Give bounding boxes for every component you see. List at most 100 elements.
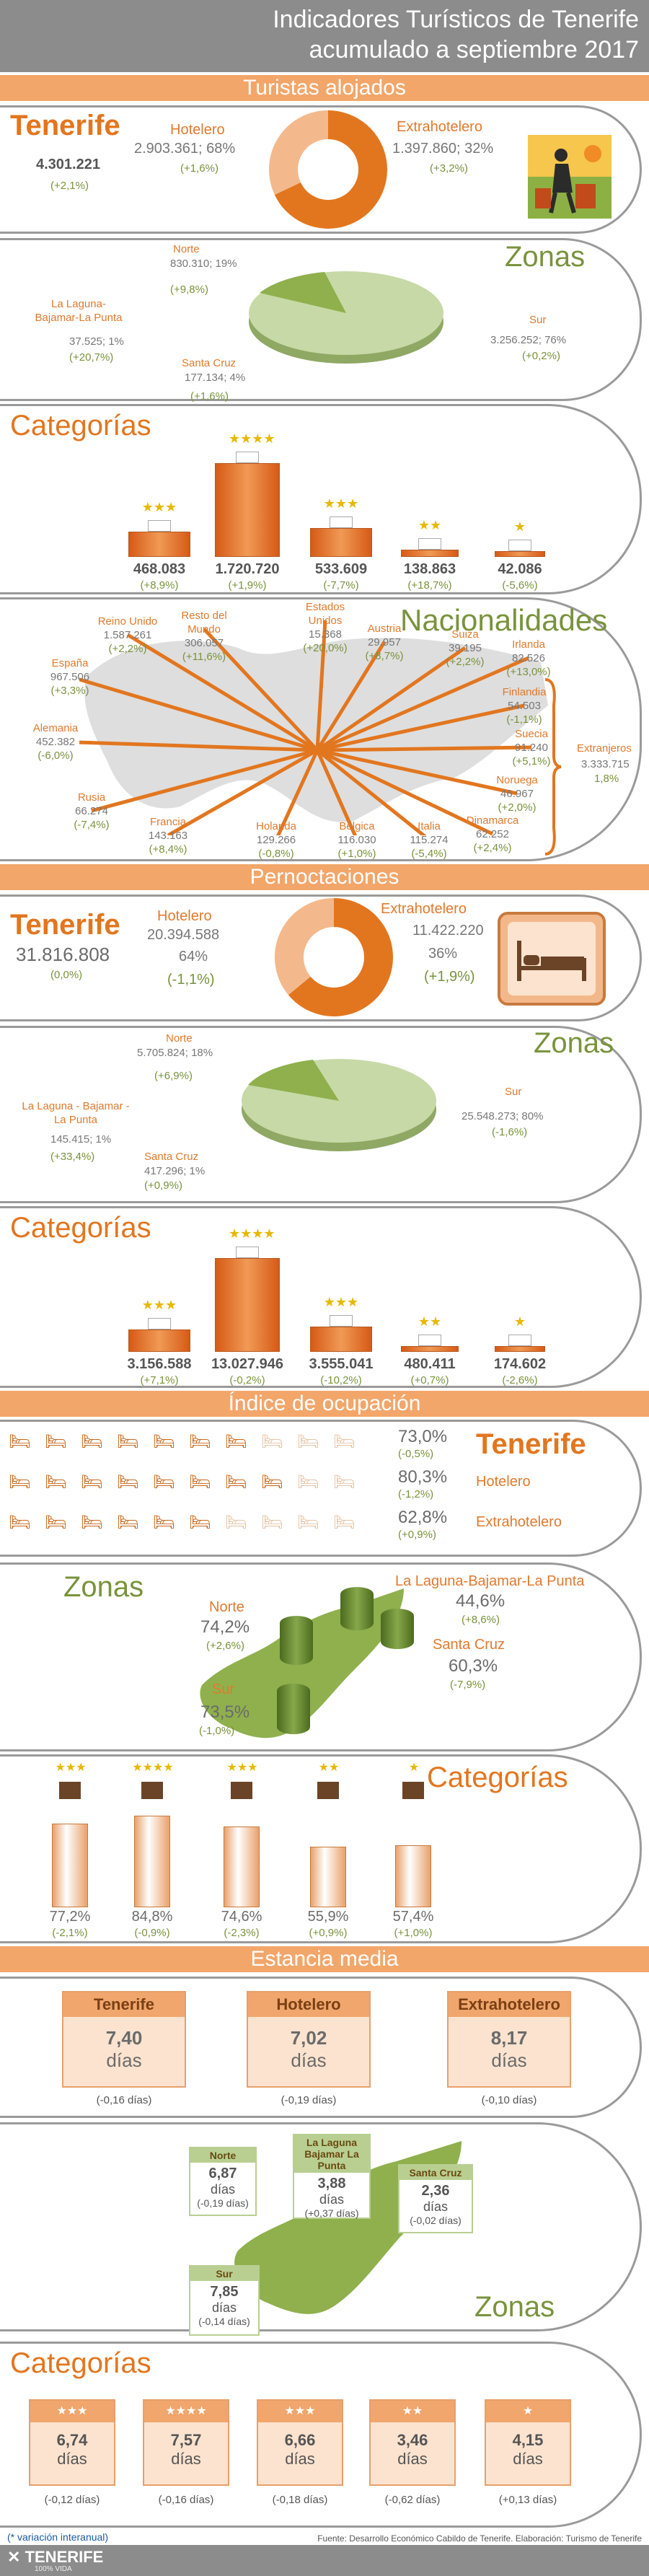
nacionalidad-name-5: Irlanda (512, 638, 545, 651)
sur-cylinder (277, 1684, 310, 1734)
pernoctaciones-categoria-stars-icon-0: ★★★ (141, 1297, 177, 1312)
nacionalidad-value-12: 129.266 (256, 834, 296, 846)
nacionalidad-name-13: Francia (149, 816, 187, 828)
pernoctaciones-categoria-bar-3 (401, 1346, 459, 1352)
ocupacion-santacruz-value: 60,3% (449, 1656, 498, 1676)
nacionalidad-name-3: Austria (367, 623, 402, 635)
nacionalidad-name-11: Bélgica (339, 820, 375, 832)
turistas-categoria-value-1: 1.720.720 (215, 561, 280, 577)
nacionalidad-var-4: (+2,2%) (446, 656, 485, 668)
estancia-categoria-value-2: 6,66 (284, 2431, 316, 2449)
nacionalidad-value-8: 46.967 (500, 788, 534, 800)
turistas-categoria-stars-icon-0: ★★★ (141, 499, 177, 514)
band-ocupacion: Índice de ocupación (0, 1391, 649, 1417)
ocupacion-norte-value: 74,2% (200, 1617, 250, 1637)
estancia-santacruz-tile: Santa Cruz 2,36 días (-0,02 días) (398, 2164, 473, 2233)
turistas-categoria-var-2: (-7,7%) (323, 579, 359, 592)
header-title-line2: acumulado a septiembre 2017 (309, 36, 639, 63)
pernoctaciones-total: 31.816.808 (16, 944, 110, 965)
ocupacion-row-value-2: 62,8% (398, 1508, 448, 1527)
nacionalidad-var-11: (+1,0%) (337, 848, 376, 860)
bed-icon: 🛏 (225, 1472, 248, 1492)
turistas-extrahotelero-slice (269, 110, 329, 195)
pernoctaciones-categoria-var-4: (-2,6%) (502, 1374, 538, 1386)
ocupacion-categoria-tube-1 (134, 1815, 170, 1907)
nacionalidad-name-2: Estados Unidos (305, 601, 345, 627)
nacionalidad-value-16: 967.506 (50, 671, 90, 683)
estancia-norte-label: Norte (190, 2148, 255, 2163)
turistas-sur-value: 3.256.252; 76% (490, 334, 567, 346)
nacionalidad-arrow-6 (317, 703, 525, 752)
nacionalidad-name-14: Rusia (77, 791, 106, 804)
estancia-santacruz-var: (-0,02 días) (410, 2215, 462, 2226)
nacionalidad-arrow-11 (315, 749, 358, 835)
turistas-categoria-var-1: (+1,9%) (228, 579, 267, 592)
nacionalidad-var-0: (+2,2%) (108, 643, 147, 655)
logo-text: TENERIFE (25, 2548, 104, 2566)
ocupacion-categoria-value-2: 74,6% (221, 1909, 262, 1925)
bed-icon: 🛏 (153, 1513, 176, 1532)
bed-icon: 🛏 (117, 1513, 140, 1532)
turistas-santacruz-label: Santa Cruz (182, 357, 237, 369)
bed-icon: 🛏 (81, 1472, 104, 1492)
estancia-tile-label-0: Tenerife (63, 1992, 185, 2017)
nacionalidad-value-10: 115.274 (410, 834, 449, 846)
turistas-categoria-bar-2 (310, 527, 372, 557)
ocupacion-categoria-var-4: (+1,0%) (394, 1927, 433, 1939)
bed-icon: 🛏 (45, 1432, 68, 1451)
pernoctaciones-categoria-var-1: (-0,2%) (229, 1374, 265, 1386)
nacionalidad-1: Resto del Mundo 306.057 (+11,6%) (170, 609, 238, 664)
estancia-sur-var: (-0,14 días) (198, 2316, 250, 2327)
nacionalidad-10: Italia 115.274 (-5,4%) (395, 819, 463, 861)
turistas-categoria-bar-1 (215, 463, 280, 557)
bed-icon: 🛏 (333, 1472, 356, 1492)
bed-icon: 🛏 (261, 1513, 284, 1532)
ocupacion-categoria-stars-icon-1: ★★★★ (132, 1762, 174, 1774)
estancia-categoria-value-1: 7,57 (170, 2431, 202, 2449)
nacionalidad-6: Finlandia 54.503 (-1,1%) (490, 685, 558, 726)
nacionalidad-arrow-14 (91, 748, 318, 813)
nacionalidad-var-8: (+2,0%) (498, 801, 537, 814)
ocupacion-categoria-value-3: 55,9% (307, 1909, 349, 1925)
nacionalidad-var-5: (+13,0%) (506, 666, 551, 678)
nacionalidad-value-13: 143.163 (148, 830, 188, 842)
bed-icon: 🛏 (297, 1472, 320, 1492)
estancia-categoria-tile-0: ★★★ 6,74 días (29, 2399, 115, 2486)
nacionalidad-3: Austria 29.957 (+8,7%) (350, 622, 418, 663)
ocupacion-bed-row-1: 🛏 🛏 🛏 🛏 🛏 🛏 🛏 🛏 🛏 🛏 (9, 1472, 384, 1493)
pernoctaciones-categoria-stars-icon-2: ★★★ (323, 1294, 359, 1309)
pernoctaciones-santacruz-value: 417.296; 1% (144, 1165, 206, 1177)
bed-icon: 🛏 (189, 1472, 212, 1492)
turistas-santacruz-value: 177.134; 4% (185, 372, 246, 384)
turistas-categoria-stars-icon-3: ★★ (418, 517, 442, 532)
ocupacion-row-value-0: 73,0% (398, 1427, 448, 1446)
turistas-norte-var: (+9,8%) (170, 283, 208, 296)
nacionalidad-name-8: Noruega (496, 774, 538, 786)
nacionalidad-value-3: 29.957 (368, 636, 401, 649)
pernoctaciones-hotelero-label: Hotelero (157, 908, 212, 924)
pernoctaciones-extra-var: (+1,9%) (424, 969, 475, 985)
extranjeros-value: 3.333.715 (581, 758, 630, 770)
tenerife-logo: ✕ TENERIFE (7, 2548, 103, 2567)
extranjeros-label: Extranjeros (577, 742, 632, 755)
turistas-categoria-bar-4 (495, 551, 545, 557)
bed-icon: 🛏 (333, 1513, 356, 1532)
ocupacion-categoria-stars-icon-3: ★★ (318, 1762, 340, 1774)
ocupacion-extra-label: Extrahotelero (476, 1514, 562, 1530)
ocupacion-hotelero-label: Hotelero (476, 1474, 531, 1490)
pernoctaciones-zonas-pie (242, 1059, 436, 1151)
nacionalidad-16: España 967.506 (+3,3%) (36, 656, 104, 698)
estancia-categoria-value-3: 3,46 (397, 2431, 428, 2449)
pernoctaciones-categoria-value-4: 174.602 (493, 1356, 547, 1372)
pernoctaciones-categoria-bar-1 (215, 1258, 280, 1352)
turistas-categoria-bar-0 (128, 531, 190, 557)
nacionalidad-name-1: Resto del Mundo (181, 610, 227, 636)
ocupacion-categoria-value-1: 84,8% (131, 1909, 173, 1925)
ocupacion-bed-row-2: 🛏 🛏 🛏 🛏 🛏 🛏 🛏 🛏 🛏 🛏 (9, 1512, 384, 1533)
ocupacion-categoria-var-0: (-2,1%) (52, 1927, 88, 1939)
nacionalidad-2: Estados Unidos 15.368 (+20,0%) (291, 600, 359, 655)
nacionalidad-value-5: 82.526 (512, 652, 545, 664)
estancia-categoria-unit-0: días (57, 2450, 87, 2468)
estancia-categoria-unit-2: días (285, 2450, 315, 2468)
bed-icon: 🛏 (9, 1513, 32, 1532)
